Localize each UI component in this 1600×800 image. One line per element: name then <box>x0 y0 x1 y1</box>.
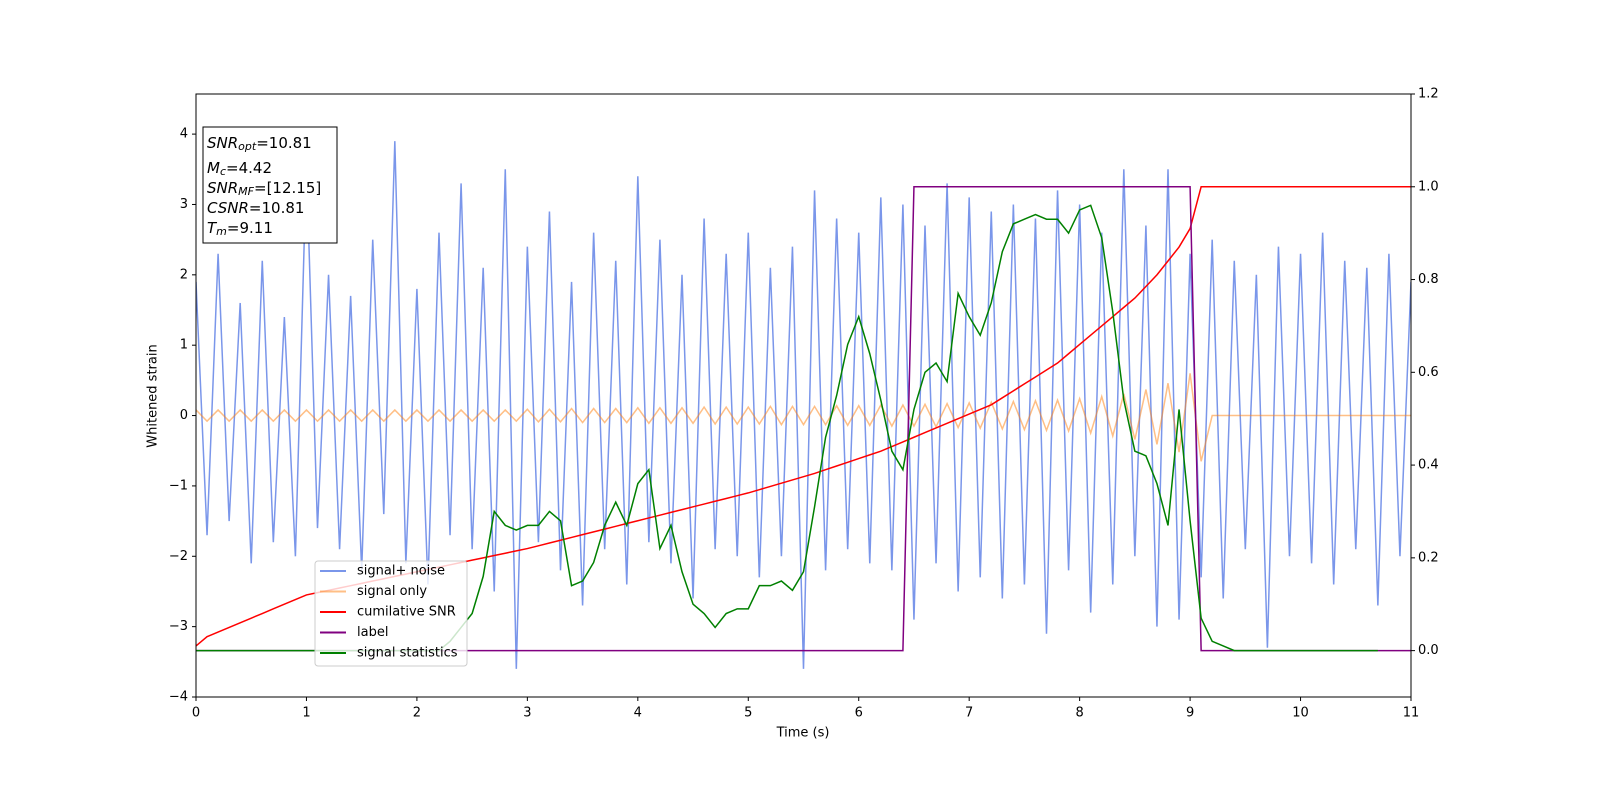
x-tick-label: 2 <box>413 706 421 721</box>
x-tick-label: 0 <box>192 706 200 721</box>
y-tick-label: 4 <box>180 127 188 142</box>
y-axis-label: Whitened strain <box>146 344 161 447</box>
annotation-base: SNR <box>207 134 238 152</box>
y2-tick-label: 0.6 <box>1418 365 1439 380</box>
x-axis-label: Time (s) <box>776 726 830 741</box>
legend-label: signal statistics <box>357 646 458 661</box>
annotation-value: =4.42 <box>226 159 272 177</box>
y2-tick-label: 0.0 <box>1418 643 1439 658</box>
x-tick-label: 5 <box>744 706 752 721</box>
annotation: SNRopt=10.81 <box>207 134 312 154</box>
legend-box <box>314 560 468 667</box>
y-tick-label: 2 <box>180 267 188 282</box>
annotation-base: CSNR <box>207 199 249 217</box>
annotation-value: =9.11 <box>227 219 273 237</box>
annotation-value: =[12.15] <box>254 179 321 197</box>
x-tick-label: 4 <box>634 706 642 721</box>
x-tick-label: 11 <box>1403 706 1420 721</box>
annotation: Tm=9.11 <box>207 219 273 239</box>
plot-frame <box>195 93 1412 698</box>
annotation-sub: MF <box>238 185 254 198</box>
x-tick-label: 10 <box>1292 706 1309 721</box>
legend-label: cumilative SNR <box>357 605 456 620</box>
annotation-sub: opt <box>238 140 257 153</box>
y-tick-label: 1 <box>180 338 188 353</box>
y-tick-label: −4 <box>169 690 188 705</box>
annotation-sub: m <box>216 225 227 238</box>
annotation-base: M <box>207 159 220 177</box>
annotation-value: =10.81 <box>249 199 305 217</box>
annotation-base: T <box>207 219 218 237</box>
x-tick-label: 6 <box>855 706 863 721</box>
y-tick-label: −3 <box>169 619 188 634</box>
series-line <box>196 373 1411 462</box>
annotation-value: =10.81 <box>256 134 312 152</box>
annotation-box <box>202 126 338 244</box>
y2-tick-label: 1.2 <box>1418 87 1439 102</box>
x-tick-label: 1 <box>302 706 310 721</box>
legend-label: signal only <box>357 584 427 599</box>
y2-tick-label: 0.4 <box>1418 458 1439 473</box>
annotation: Mc=4.42 <box>207 159 272 179</box>
x-tick-label: 8 <box>1075 706 1083 721</box>
y-tick-label: −1 <box>169 478 188 493</box>
x-tick-label: 9 <box>1186 706 1194 721</box>
annotation-sub: c <box>220 165 226 178</box>
y-tick-label: 0 <box>180 408 188 423</box>
legend-label: signal+ noise <box>357 564 445 579</box>
legend-label: label <box>357 625 388 640</box>
y-tick-label: −2 <box>169 549 188 564</box>
y-tick-label: 3 <box>180 197 188 212</box>
series-line <box>196 141 1411 669</box>
y2-tick-label: 0.8 <box>1418 272 1439 287</box>
y2-tick-label: 1.0 <box>1418 179 1439 194</box>
y2-tick-label: 0.2 <box>1418 550 1439 565</box>
x-tick-label: 7 <box>965 706 973 721</box>
annotation: CSNR=10.81 <box>207 199 304 217</box>
x-tick-label: 3 <box>523 706 531 721</box>
annotation: SNRMF=[12.15] <box>207 179 321 199</box>
annotation-base: SNR <box>207 179 238 197</box>
